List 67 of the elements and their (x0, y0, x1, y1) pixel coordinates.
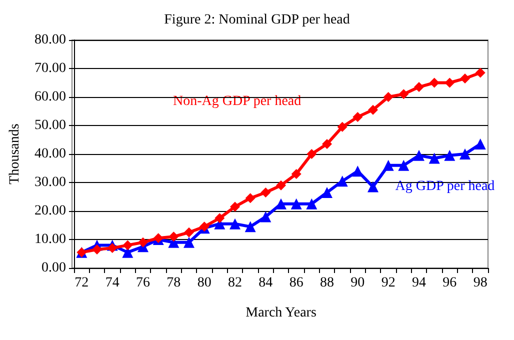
point (414, 82, 424, 92)
x-tick-label: 90 (350, 276, 365, 290)
point (244, 221, 256, 232)
point (460, 73, 470, 84)
x-tick-label: 86 (289, 276, 304, 290)
point (184, 227, 194, 238)
x-tick-label: 82 (228, 276, 242, 290)
point (444, 78, 455, 88)
point (383, 92, 394, 102)
point (230, 202, 240, 212)
y-tick-label: 70.00 (34, 61, 66, 76)
x-axis-title: March Years (246, 306, 316, 320)
point (460, 148, 470, 160)
y-tick-label: 40.00 (34, 146, 66, 162)
point (475, 68, 486, 78)
y-tick-label: 10.00 (34, 232, 66, 247)
y-tick-label: 80.00 (34, 32, 66, 48)
point (337, 122, 348, 132)
point (474, 138, 486, 150)
point (260, 211, 272, 222)
x-tick-label: 80 (197, 276, 212, 290)
x-tick-label: 92 (381, 276, 396, 290)
x-tick-label: 84 (258, 276, 273, 290)
point (138, 237, 148, 248)
point (214, 213, 225, 224)
y-tick-label: 50.00 (34, 118, 66, 133)
point (276, 180, 286, 190)
point (306, 198, 318, 210)
point (429, 78, 440, 88)
point (230, 218, 240, 230)
x-tick-label: 94 (412, 276, 426, 290)
x-tick-label: 78 (166, 276, 181, 290)
point (398, 160, 410, 171)
point (382, 160, 394, 171)
y-axis-title: Thousands (8, 124, 22, 184)
point (276, 198, 286, 210)
point (122, 240, 133, 250)
point (368, 181, 378, 192)
x-tick-label: 76 (136, 276, 150, 290)
point (336, 176, 348, 187)
x-tick-label: 72 (74, 276, 89, 290)
point (322, 139, 332, 150)
y-tick-label: 60.00 (34, 90, 66, 104)
point (184, 236, 194, 248)
point (306, 149, 317, 159)
y-tick-label: 20.00 (34, 204, 66, 218)
point (322, 186, 332, 198)
point (398, 89, 409, 100)
point (107, 243, 118, 254)
point (291, 168, 302, 179)
x-tick-label: 74 (105, 276, 120, 290)
x-tick-label: 96 (442, 276, 457, 290)
x-tick-label: 98 (473, 276, 488, 290)
point (168, 232, 179, 242)
y-tick-label: 30.00 (34, 175, 66, 190)
point (290, 198, 302, 210)
point (428, 152, 440, 164)
x-tick-label: 88 (320, 276, 334, 290)
point (92, 244, 102, 254)
point (352, 112, 363, 122)
chart-title: Figure 2: Nominal GDP per head (164, 12, 350, 28)
point (245, 193, 256, 204)
y-tick-label: 0.00 (42, 260, 66, 276)
point (414, 150, 424, 161)
point (260, 187, 271, 198)
point (368, 104, 378, 115)
point (444, 150, 456, 161)
